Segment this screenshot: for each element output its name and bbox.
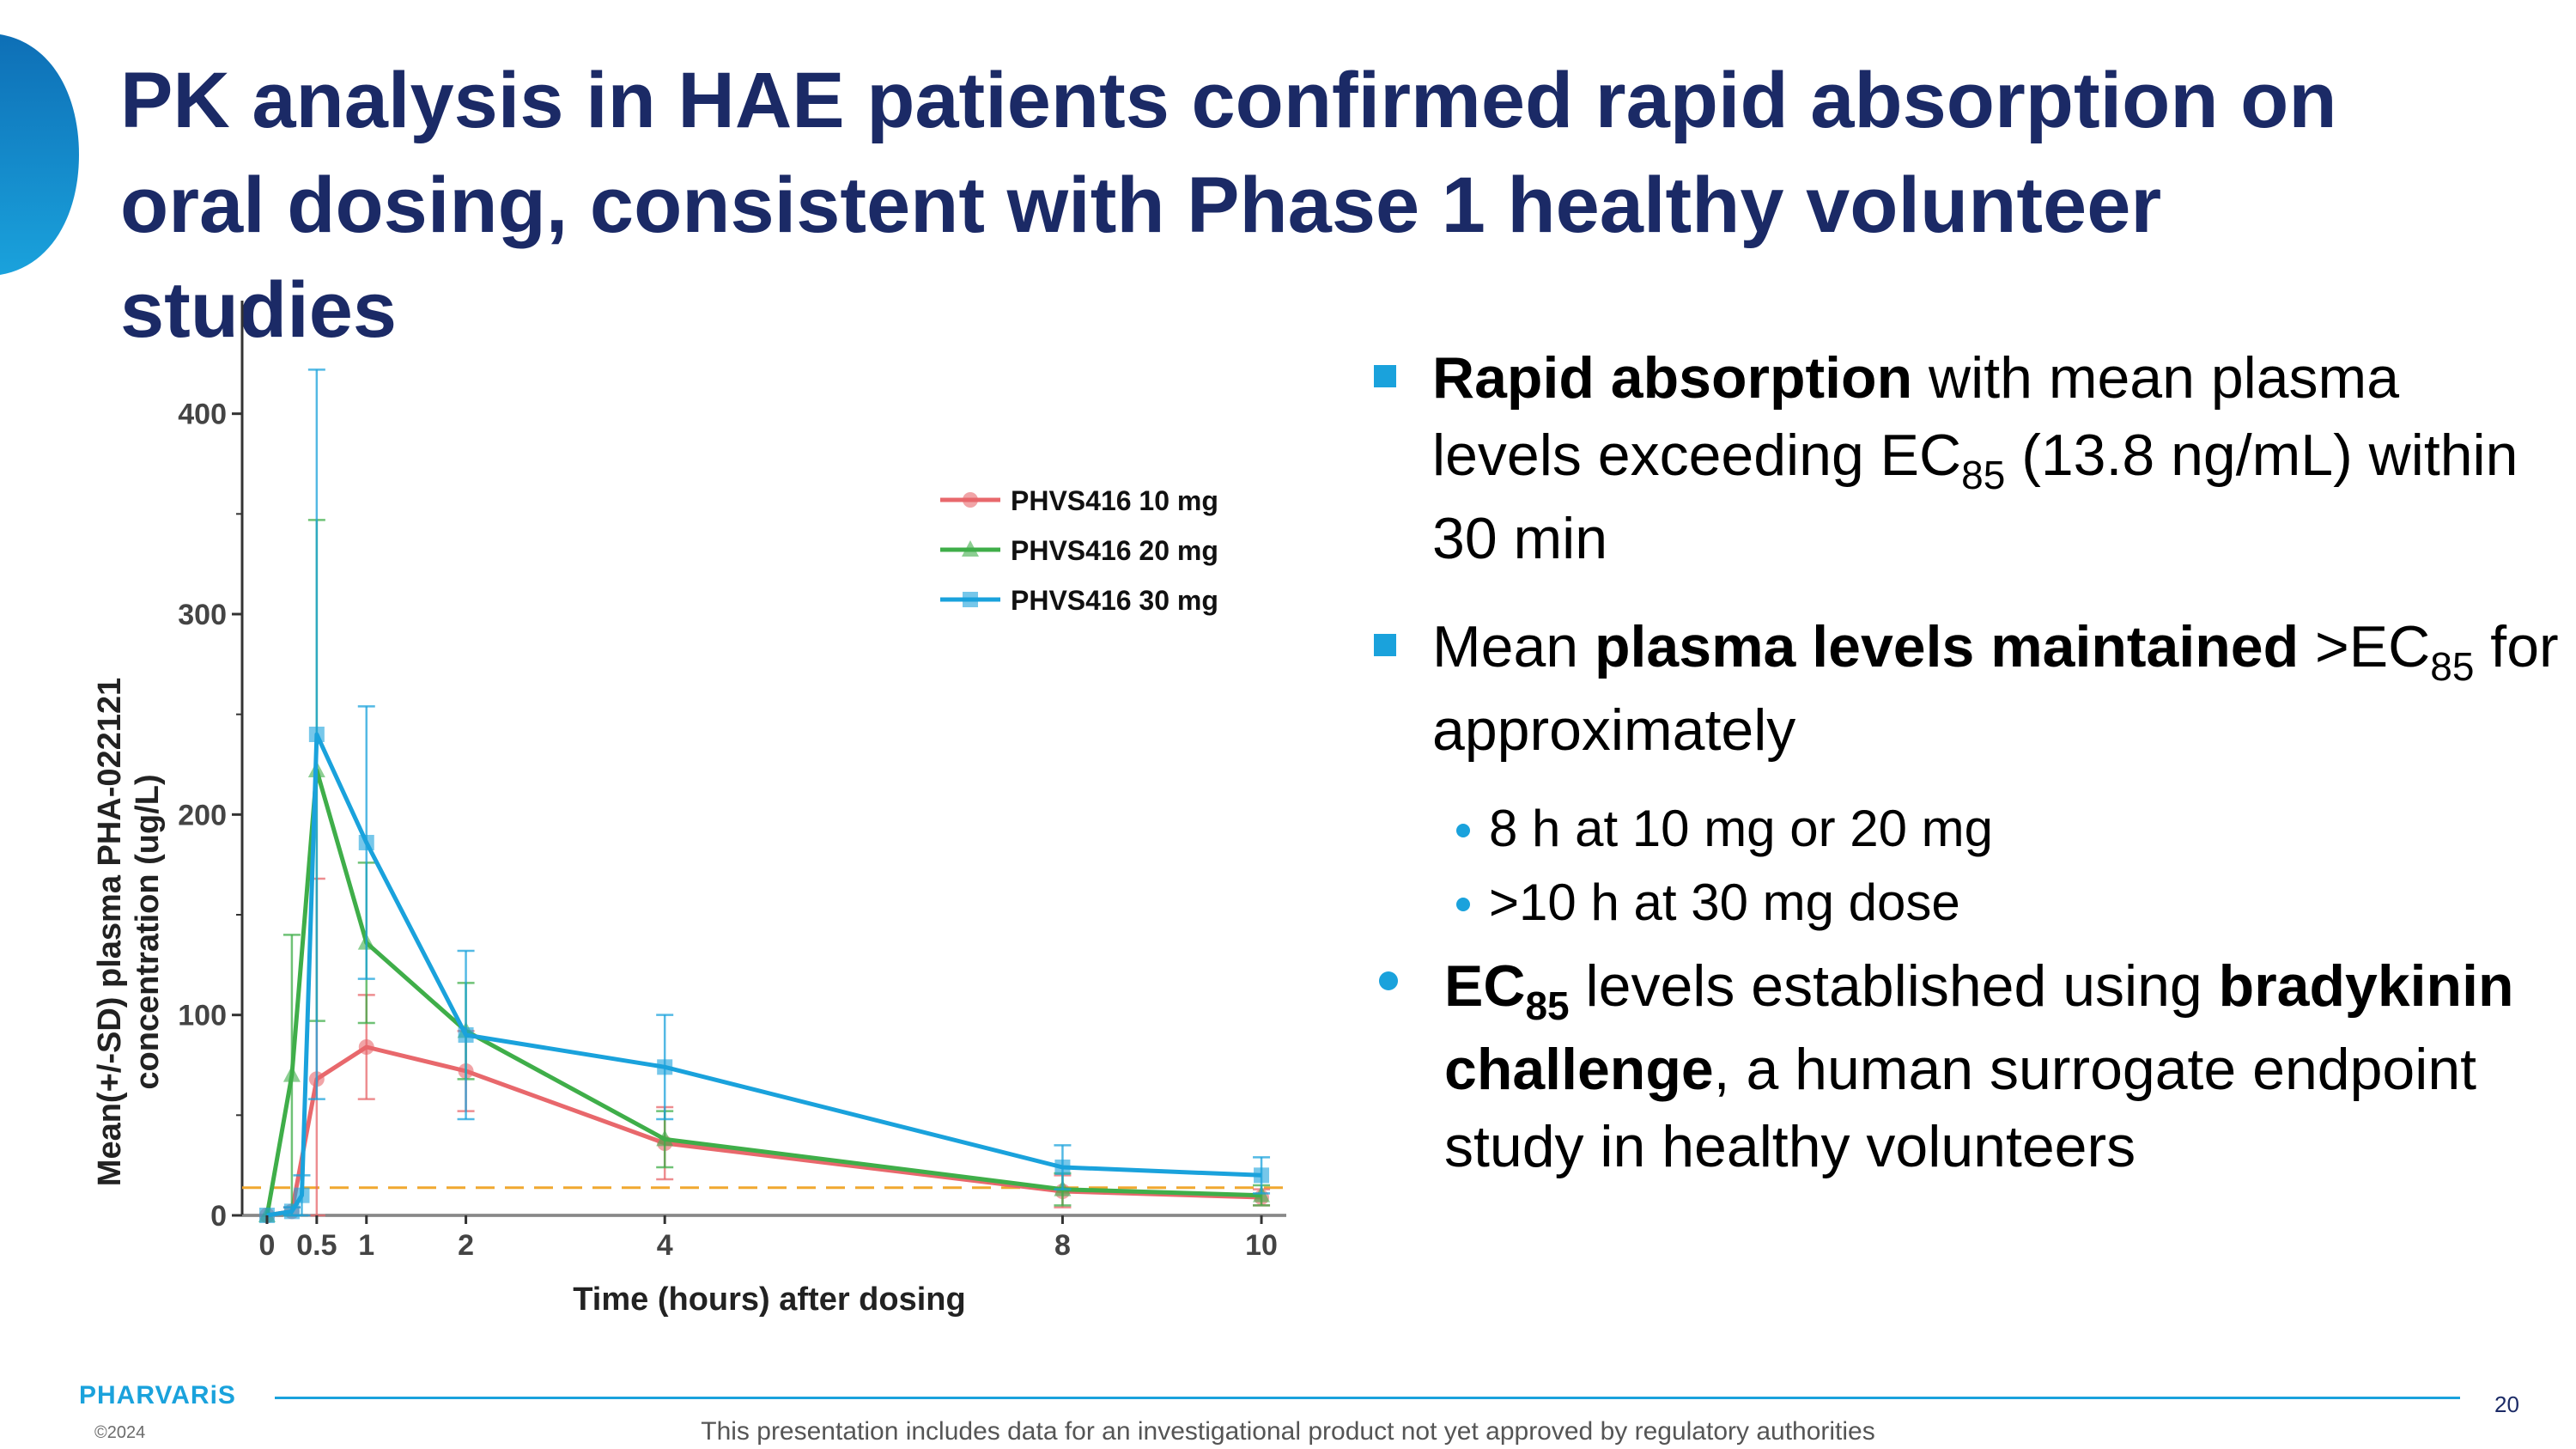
series-phvs416-20-mg [258, 519, 1271, 1222]
y-axis-label-line-1: Mean(+/-SD) plasma PHA-022121 [92, 678, 128, 1186]
bullet-ec85: EC85 levels established using bradykinin… [1374, 947, 2559, 1185]
data-point [1054, 1160, 1071, 1175]
copyright: ©2024 [94, 1423, 146, 1442]
legend-item: PHVS416 30 mg [940, 585, 1218, 616]
square-bullet-icon [1374, 634, 1396, 656]
x-tick-label: 4 [657, 1229, 673, 1262]
round-bullet-icon [1372, 965, 1403, 995]
y-tick-label: 100 [178, 1000, 227, 1032]
legend-label: PHVS416 20 mg [1011, 535, 1218, 566]
data-point [308, 727, 325, 742]
y-tick-label: 0 [210, 1200, 227, 1233]
bullet-rapid-absorption: Rapid absorption with mean plasma levels… [1374, 339, 2559, 577]
legend-item: PHVS416 10 mg [940, 485, 1218, 516]
data-point [358, 835, 374, 850]
bullet-plasma-levels: Mean plasma levels maintained >EC85 for … [1374, 608, 2559, 769]
bullet-text: >EC [2299, 614, 2431, 679]
series-phvs416-30-mg [258, 368, 1271, 1223]
bullet-text: with mean plasma levels exceeding EC [1432, 345, 2400, 488]
bullet-text: , a human surrogate endpoint study in he… [1444, 1037, 2477, 1179]
legend-label: PHVS416 10 mg [1011, 485, 1218, 516]
x-axis-label: Time (hours) after dosing [573, 1282, 965, 1318]
footer-divider [275, 1397, 2460, 1399]
y-tick-label: 400 [178, 399, 227, 431]
data-point [294, 1187, 310, 1203]
dot-bullet-icon [1456, 824, 1470, 837]
x-tick-label: 2 [458, 1229, 474, 1262]
bullet-list: Rapid absorption with mean plasma levels… [1374, 339, 2559, 1216]
data-point [656, 1129, 674, 1147]
data-point [283, 1065, 301, 1082]
x-tick-label: 10 [1245, 1229, 1278, 1262]
y-tick-label: 300 [178, 599, 227, 631]
legend-label: PHVS416 30 mg [1011, 585, 1218, 616]
series-line [264, 768, 1262, 1216]
subscript: 85 [1525, 983, 1570, 1028]
bullet-bold-text: Rapid absorption [1432, 345, 1913, 411]
bullet-text: for approximately [1432, 614, 2559, 763]
square-bullet-icon [1374, 365, 1396, 387]
x-tick-label: 0 [258, 1229, 275, 1262]
legend-item: PHVS416 20 mg [940, 535, 1218, 566]
subbullet-text: >10 h at 30 mg dose [1489, 874, 1960, 931]
page-number: 20 [2494, 1391, 2519, 1417]
x-tick-label: 0.5 [296, 1229, 337, 1262]
data-point [963, 592, 978, 607]
pk-chart: 0 100 200 300 400 0 0.5 1 2 4 8 10 Time (hours) aft… [92, 301, 1286, 1318]
data-point [358, 1039, 374, 1055]
y-tick-label: 200 [178, 799, 227, 831]
pharvaris-logo: PHARVARiS [79, 1381, 236, 1409]
data-point [962, 540, 979, 557]
subbullet-10-20mg: 8 h at 10 mg or 20 mg [1374, 795, 2559, 863]
disclaimer: This presentation includes data for an i… [701, 1417, 1875, 1446]
y-axis-label-line-2: concentration (ug/L) [130, 774, 166, 1089]
data-point [283, 1203, 300, 1220]
subbullet-text: 8 h at 10 mg or 20 mg [1489, 800, 1993, 857]
dot-bullet-icon [1456, 898, 1470, 911]
x-tick-label: 8 [1054, 1229, 1071, 1262]
data-point [963, 492, 978, 508]
bullet-text: levels established using [1569, 953, 2219, 1019]
bullet-bold-text: bradykinin challenge [1444, 953, 2514, 1102]
data-point [657, 1059, 673, 1075]
data-point [458, 1027, 474, 1043]
subscript: 85 [1961, 453, 2006, 497]
bullet-bold-text: EC [1444, 953, 1526, 1019]
data-point [1254, 1167, 1270, 1184]
bullet-text: (13.8 ng/mL) within 30 min [1432, 423, 2518, 571]
bullet-bold-text: plasma levels maintained [1595, 614, 2300, 679]
slide-title: PK analysis in HAE patients confirmed ra… [120, 57, 2337, 354]
corner-decoration [0, 34, 79, 275]
subscript: 85 [2430, 644, 2475, 689]
subbullet-30mg: >10 h at 30 mg dose [1374, 868, 2559, 937]
series-line [266, 732, 1262, 1218]
chart-legend: PHVS416 10 mg PHVS416 20 mg PHVS416 30 mg [940, 485, 1218, 616]
x-tick-label: 1 [358, 1229, 374, 1262]
bullet-text: Mean [1432, 614, 1595, 679]
